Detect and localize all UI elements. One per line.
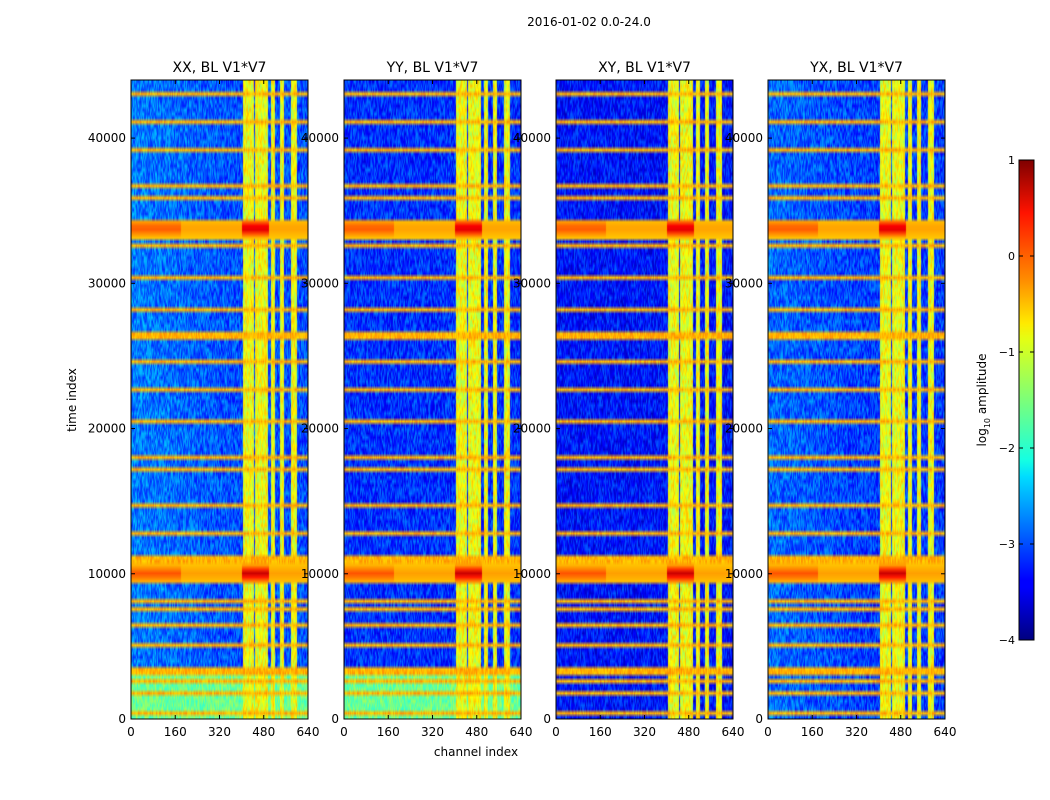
y-tick-label: 30000 [725,276,763,290]
x-tick-label: 0 [127,725,135,739]
x-tick-label: 640 [934,725,957,739]
x-tick-label: 320 [208,725,231,739]
colorbar-tick-label: −4 [999,634,1015,647]
y-tick-label: 20000 [513,422,551,436]
colorbar: 10−1−2−3−4 log10 amplitude [975,154,1035,647]
panels: XX, BL V1*V7 0 160 320 480 640 0 10000 20000 3000… [88,60,957,739]
y-tick-label: 0 [543,712,551,726]
colorbar-ticks: 1 0 −1 −2 −3 −4 [999,154,1034,647]
y-tick-label: 10000 [725,567,763,581]
x-tick-label: 160 [589,725,612,739]
y-tick-label: 20000 [725,422,763,436]
y-tick-label: 10000 [301,567,339,581]
y-tick-label: 10000 [88,567,126,581]
x-tick-label: 320 [421,725,444,739]
y-tick-label: 0 [331,712,339,726]
colorbar-label: log10 amplitude [975,354,992,447]
y-tick-label: 20000 [301,422,339,436]
y-tick-label: 20000 [88,422,126,436]
y-tick-label: 10000 [513,567,551,581]
x-tick-label: 480 [252,725,275,739]
panel-yy: YY, BL V1*V7 0 160 320 480 640 0 10000 20000 3000… [301,60,533,739]
colorbar-tick-label: −1 [999,346,1015,359]
heatmap-xy [556,80,733,719]
heatmap-yx [768,80,945,719]
heatmap-yy [344,80,521,719]
panel-title: YY, BL V1*V7 [386,60,479,76]
x-tick-label: 480 [465,725,488,739]
colorbar-label-rest: amplitude [975,354,989,418]
colorbar-tick-label: −2 [999,442,1015,455]
x-tick-label: 0 [552,725,560,739]
panel-yx: YX, BL V1*V7 0 160 320 480 640 0 10000 20000 3000… [725,60,957,739]
y-tick-label: 40000 [513,131,551,145]
colorbar-label-main: log [975,428,989,446]
y-tick-label: 40000 [725,131,763,145]
y-tick-label: 30000 [301,276,339,290]
figure-suptitle: 2016-01-02 0.0-24.0 [527,15,651,29]
colorbar-tick-label: 1 [1008,154,1015,167]
x-tick-label: 640 [297,725,320,739]
colorbar-gradient [1018,159,1035,641]
x-tick-label: 480 [677,725,700,739]
x-tick-label: 480 [889,725,912,739]
heatmap-xx [131,80,308,719]
y-tick-label: 30000 [88,276,126,290]
x-tick-label: 640 [722,725,745,739]
panel-title: XX, BL V1*V7 [173,60,267,76]
panel-title: YX, BL V1*V7 [809,60,903,76]
x-tick-label: 160 [377,725,400,739]
x-tick-label: 160 [801,725,824,739]
y-tick-label: 40000 [88,131,126,145]
y-tick-label: 0 [118,712,126,726]
y-axis-label: time index [65,368,79,432]
colorbar-tick-label: 0 [1008,250,1015,263]
colorbar-label-sub: 10 [983,418,992,428]
panel-xx: XX, BL V1*V7 0 160 320 480 640 0 10000 20000 3000… [88,60,320,739]
x-tick-label: 640 [510,725,533,739]
x-tick-label: 320 [633,725,656,739]
colorbar-tick-label: −3 [999,538,1015,551]
x-tick-label: 0 [764,725,772,739]
y-tick-label: 0 [755,712,763,726]
x-tick-label: 160 [164,725,187,739]
panel-title: XY, BL V1*V7 [598,60,691,76]
x-tick-label: 320 [845,725,868,739]
panel-xy: XY, BL V1*V7 0 160 320 480 640 0 10000 20000 3000… [513,60,745,739]
x-axis-label: channel index [434,745,518,759]
y-tick-label: 40000 [301,131,339,145]
x-tick-label: 0 [340,725,348,739]
y-tick-label: 30000 [513,276,551,290]
